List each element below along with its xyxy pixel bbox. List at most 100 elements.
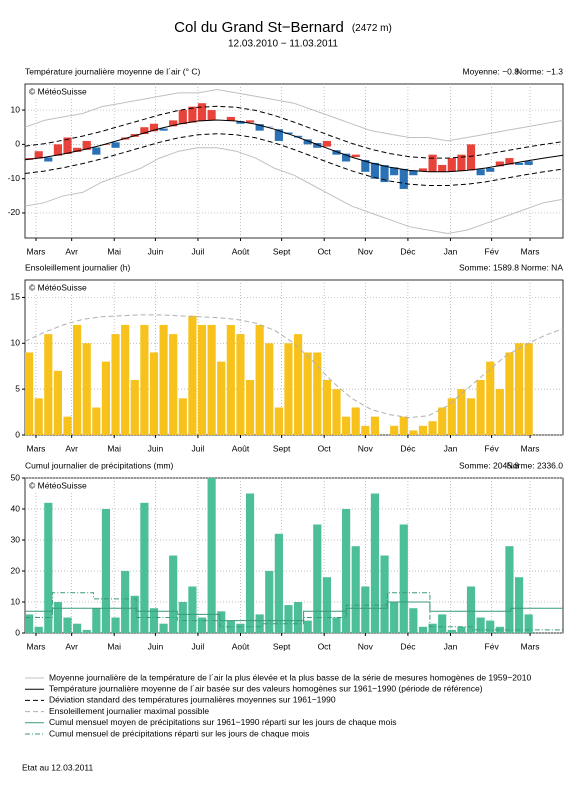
bar — [514, 162, 524, 165]
bar — [188, 315, 197, 435]
bar — [361, 586, 370, 633]
x-tick-label: Mars — [521, 246, 540, 256]
x-tick-label: Nov — [358, 246, 374, 256]
bar — [505, 352, 514, 435]
bar — [390, 425, 399, 435]
bar — [418, 425, 428, 435]
bar — [44, 334, 53, 435]
bar — [159, 324, 168, 435]
bar — [169, 334, 178, 435]
bar — [418, 168, 428, 172]
bar — [255, 124, 264, 131]
bar — [351, 407, 360, 435]
bar — [505, 546, 514, 633]
x-tick-label: Avr — [65, 641, 78, 651]
bar — [130, 379, 139, 435]
bar — [342, 416, 351, 435]
y-tick-label: 10 — [11, 596, 21, 606]
bar — [140, 127, 149, 135]
bar — [457, 626, 466, 633]
bar — [313, 524, 322, 633]
bar — [159, 623, 168, 633]
bar — [438, 164, 447, 172]
x-tick-label: Sept — [273, 246, 291, 256]
bar — [63, 416, 72, 435]
bar — [44, 157, 53, 162]
x-tick-label: Déc — [400, 443, 416, 453]
bar — [255, 614, 264, 633]
bar — [73, 623, 82, 633]
bar — [428, 421, 437, 435]
x-tick-label: Avr — [65, 246, 78, 256]
x-tick-label: Oct — [318, 246, 332, 256]
panel-title: Cumul journalier de précipitations (mm) — [25, 460, 174, 470]
x-tick-label: Nov — [358, 443, 374, 453]
bar — [53, 602, 62, 633]
x-tick-label: Oct — [318, 443, 332, 453]
legend-label: Déviation standard des températures jour… — [49, 695, 336, 705]
x-tick-label: Oct — [318, 641, 332, 651]
bar — [514, 343, 524, 435]
bar — [92, 407, 101, 435]
bar — [294, 334, 303, 435]
y-tick-label: 20 — [11, 565, 21, 575]
bar — [25, 614, 34, 633]
x-tick-label: Fév — [485, 246, 500, 256]
bar — [476, 617, 485, 633]
footer: Etat au 12.03.2011 — [22, 762, 93, 772]
bar — [447, 158, 456, 172]
x-tick-label: Juil — [192, 443, 205, 453]
bar — [245, 120, 255, 123]
bar — [476, 169, 485, 176]
bar — [457, 389, 466, 435]
bar — [226, 116, 235, 121]
y-tick-label: 0 — [15, 429, 20, 439]
bar — [409, 430, 418, 435]
legend-label: Cumul mensuel de précipitations réparti … — [49, 728, 309, 738]
y-tick-label: 5 — [15, 383, 20, 393]
x-tick-label: Fév — [485, 443, 500, 453]
panel-stat: Somme: 1589.8 — [459, 262, 519, 272]
title-text: Col du Grand St−Bernard — [174, 19, 344, 36]
y-tick-label: -10 — [8, 173, 21, 183]
x-tick-label: Juin — [148, 246, 164, 256]
bar — [207, 324, 216, 435]
x-tick-label: Juin — [148, 443, 164, 453]
bar — [294, 602, 303, 633]
y-tick-label: 30 — [11, 534, 21, 544]
bar — [188, 106, 197, 123]
x-tick-label: Mars — [521, 641, 540, 651]
bar — [380, 165, 389, 183]
copyright: © MétéoSuisse — [29, 86, 87, 96]
bar — [121, 324, 130, 435]
bar — [457, 154, 466, 172]
bar — [486, 361, 495, 435]
bar — [303, 139, 312, 145]
bar — [92, 608, 101, 633]
bar — [121, 571, 130, 633]
x-tick-label: Nov — [358, 641, 374, 651]
altitude: (2472 m) — [352, 23, 392, 34]
bar — [418, 626, 428, 633]
bar — [245, 493, 255, 633]
x-tick-label: Fév — [485, 641, 500, 651]
panel-stat: Norme: NA — [521, 262, 563, 272]
bar — [207, 110, 216, 121]
title: Col du Grand St−Bernard (2472 m) — [174, 19, 392, 36]
x-tick-label: Jan — [444, 443, 458, 453]
legend-label: Cumul mensuel moyen de précipitations su… — [49, 717, 397, 727]
bar — [370, 416, 380, 435]
bar — [466, 586, 476, 633]
bar — [342, 153, 351, 162]
y-tick-label: 40 — [11, 503, 21, 513]
x-tick-label: Avr — [65, 443, 78, 453]
bar — [53, 144, 62, 156]
bar — [390, 167, 399, 176]
bar — [486, 168, 495, 172]
x-tick-label: Août — [232, 443, 250, 453]
bar — [265, 126, 274, 128]
bar — [303, 620, 312, 633]
bar — [178, 602, 187, 633]
bar — [207, 478, 216, 633]
bar — [82, 343, 91, 435]
